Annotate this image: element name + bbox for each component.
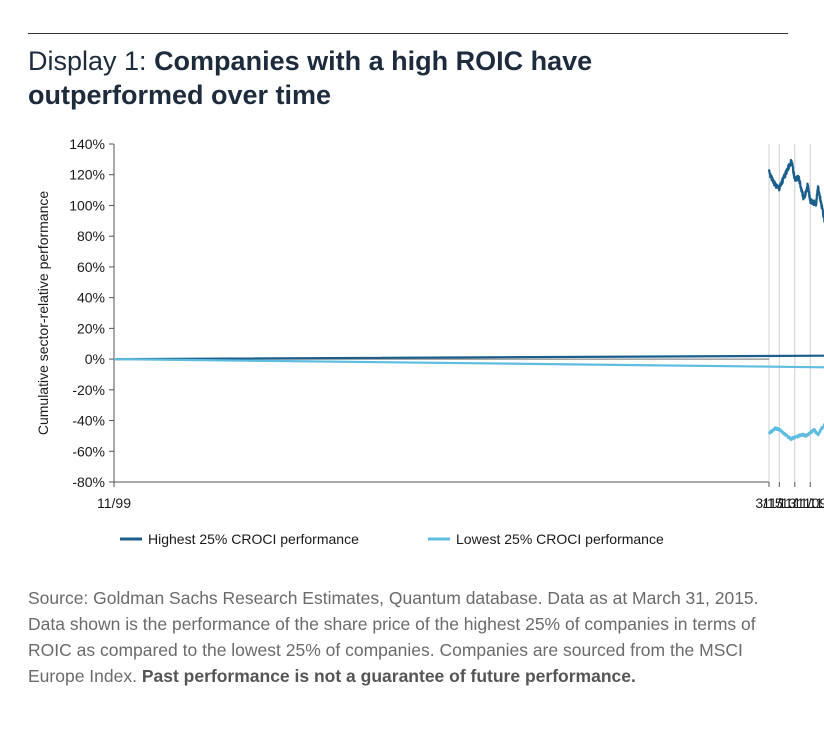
legend: Highest 25% CROCI performance Lowest 25% … — [120, 531, 664, 547]
y-axis-label: Cumulative sector-relative performance — [35, 191, 51, 436]
y-tick-label: 140% — [69, 136, 105, 152]
legend-label: Lowest 25% CROCI performance — [456, 531, 664, 547]
source-text: Source: Goldman Sachs Research Estimates… — [28, 588, 759, 686]
series-line-lowest — [113, 358, 824, 441]
x-tick-label: 3/15 — [755, 495, 782, 511]
y-tick-label: 40% — [77, 290, 105, 306]
top-rule — [28, 33, 788, 34]
legend-label: Highest 25% CROCI performance — [148, 531, 359, 547]
y-tick-label: 60% — [77, 259, 105, 275]
title-prefix: Display 1: — [28, 46, 155, 76]
chart-title: Display 1: Companies with a high ROIC ha… — [28, 44, 768, 112]
y-tick-label: 100% — [69, 197, 105, 213]
y-tick-label: -60% — [72, 443, 105, 459]
disclaimer-text: Past performance is not a guarantee of f… — [141, 666, 636, 686]
title-main: Companies with a high ROIC have outperfo… — [28, 46, 593, 110]
y-tick-label: 0% — [85, 351, 105, 367]
x-tick-label: 11/07 — [809, 495, 824, 511]
y-tick-label: 20% — [77, 320, 105, 336]
line-chart: 140% 120% 100% 80% 60% 40% 20% 0% -20% -40% -60% -8… — [35, 136, 824, 547]
y-tick-label: -80% — [72, 474, 105, 490]
x-tick-label: 11/99 — [97, 495, 131, 511]
legend-item-highest: Highest 25% CROCI performance — [120, 531, 359, 547]
x-tick-label: 11/13 — [762, 495, 796, 511]
y-tick-label: 120% — [69, 167, 105, 183]
y-tick-label: -40% — [72, 413, 105, 429]
series-line-highest — [113, 158, 824, 361]
source-note: Source: Goldman Sachs Research Estimates… — [28, 585, 796, 689]
legend-item-lowest: Lowest 25% CROCI performance — [428, 531, 664, 547]
y-tick-label: -20% — [72, 382, 105, 398]
x-tick-label: 11/11 — [778, 495, 811, 511]
y-tick-label: 80% — [77, 228, 105, 244]
x-tick-label: 11/09 — [793, 495, 824, 511]
